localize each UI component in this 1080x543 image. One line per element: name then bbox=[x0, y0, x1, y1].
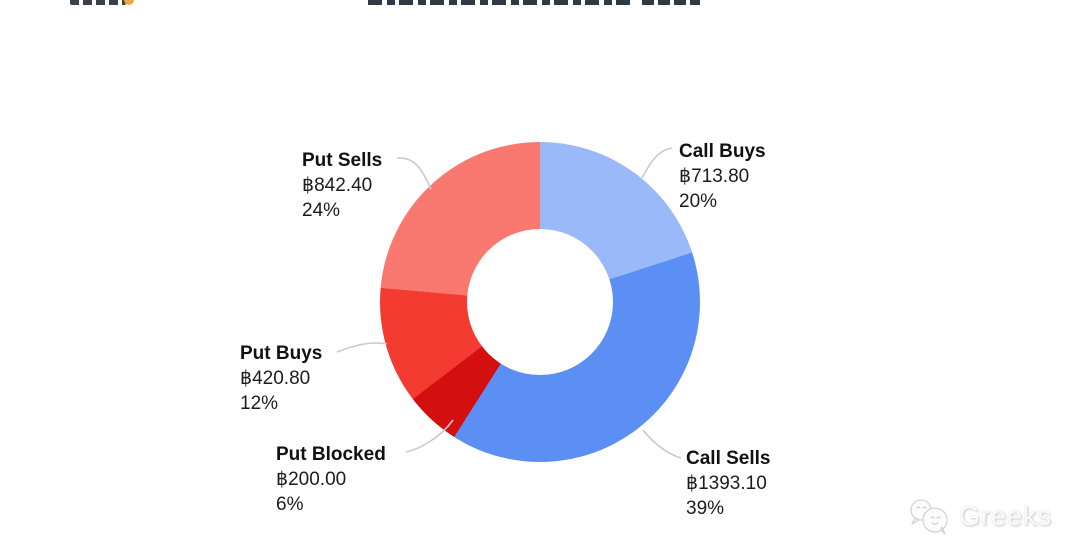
callout-put-buys: Put Buys ฿420.80 12% bbox=[240, 341, 322, 416]
cropped-title-remnant bbox=[368, 0, 630, 5]
slice-percent: 12% bbox=[240, 393, 279, 414]
callout-put-blocked: Put Blocked ฿200.00 6% bbox=[276, 442, 386, 517]
slice-label: Put Blocked bbox=[276, 444, 386, 465]
callout-call-buys: Call Buys ฿713.80 20% bbox=[679, 139, 766, 214]
slice-value: ฿1393.10 bbox=[686, 473, 767, 494]
callout-put-sells: Put Sells ฿842.40 24% bbox=[302, 148, 382, 223]
cropped-logo-remnant bbox=[70, 0, 126, 5]
watermark: Greeks bbox=[907, 497, 1052, 535]
slice-percent: 6% bbox=[276, 494, 304, 515]
slice-value: ฿713.80 bbox=[679, 166, 750, 187]
cropped-title-remnant-2 bbox=[642, 0, 700, 5]
callout-call-sells: Call Sells ฿1393.10 39% bbox=[686, 446, 771, 521]
slice-value: ฿420.80 bbox=[240, 368, 311, 389]
slice-value: ฿842.40 bbox=[302, 175, 373, 196]
slice-label: Put Buys bbox=[240, 343, 323, 364]
donut-hole bbox=[467, 229, 613, 375]
slice-percent: 20% bbox=[679, 191, 718, 212]
slice-label: Call Sells bbox=[686, 448, 771, 469]
slice-value: ฿200.00 bbox=[276, 469, 347, 490]
cropped-logo-dot bbox=[124, 0, 134, 5]
watermark-text: Greeks bbox=[958, 500, 1052, 531]
chat-bubbles-icon bbox=[910, 499, 948, 535]
slice-label: Put Sells bbox=[302, 150, 383, 171]
slice-percent: 39% bbox=[686, 498, 725, 519]
slice-label: Call Buys bbox=[679, 141, 766, 162]
slice-percent: 24% bbox=[302, 200, 341, 221]
